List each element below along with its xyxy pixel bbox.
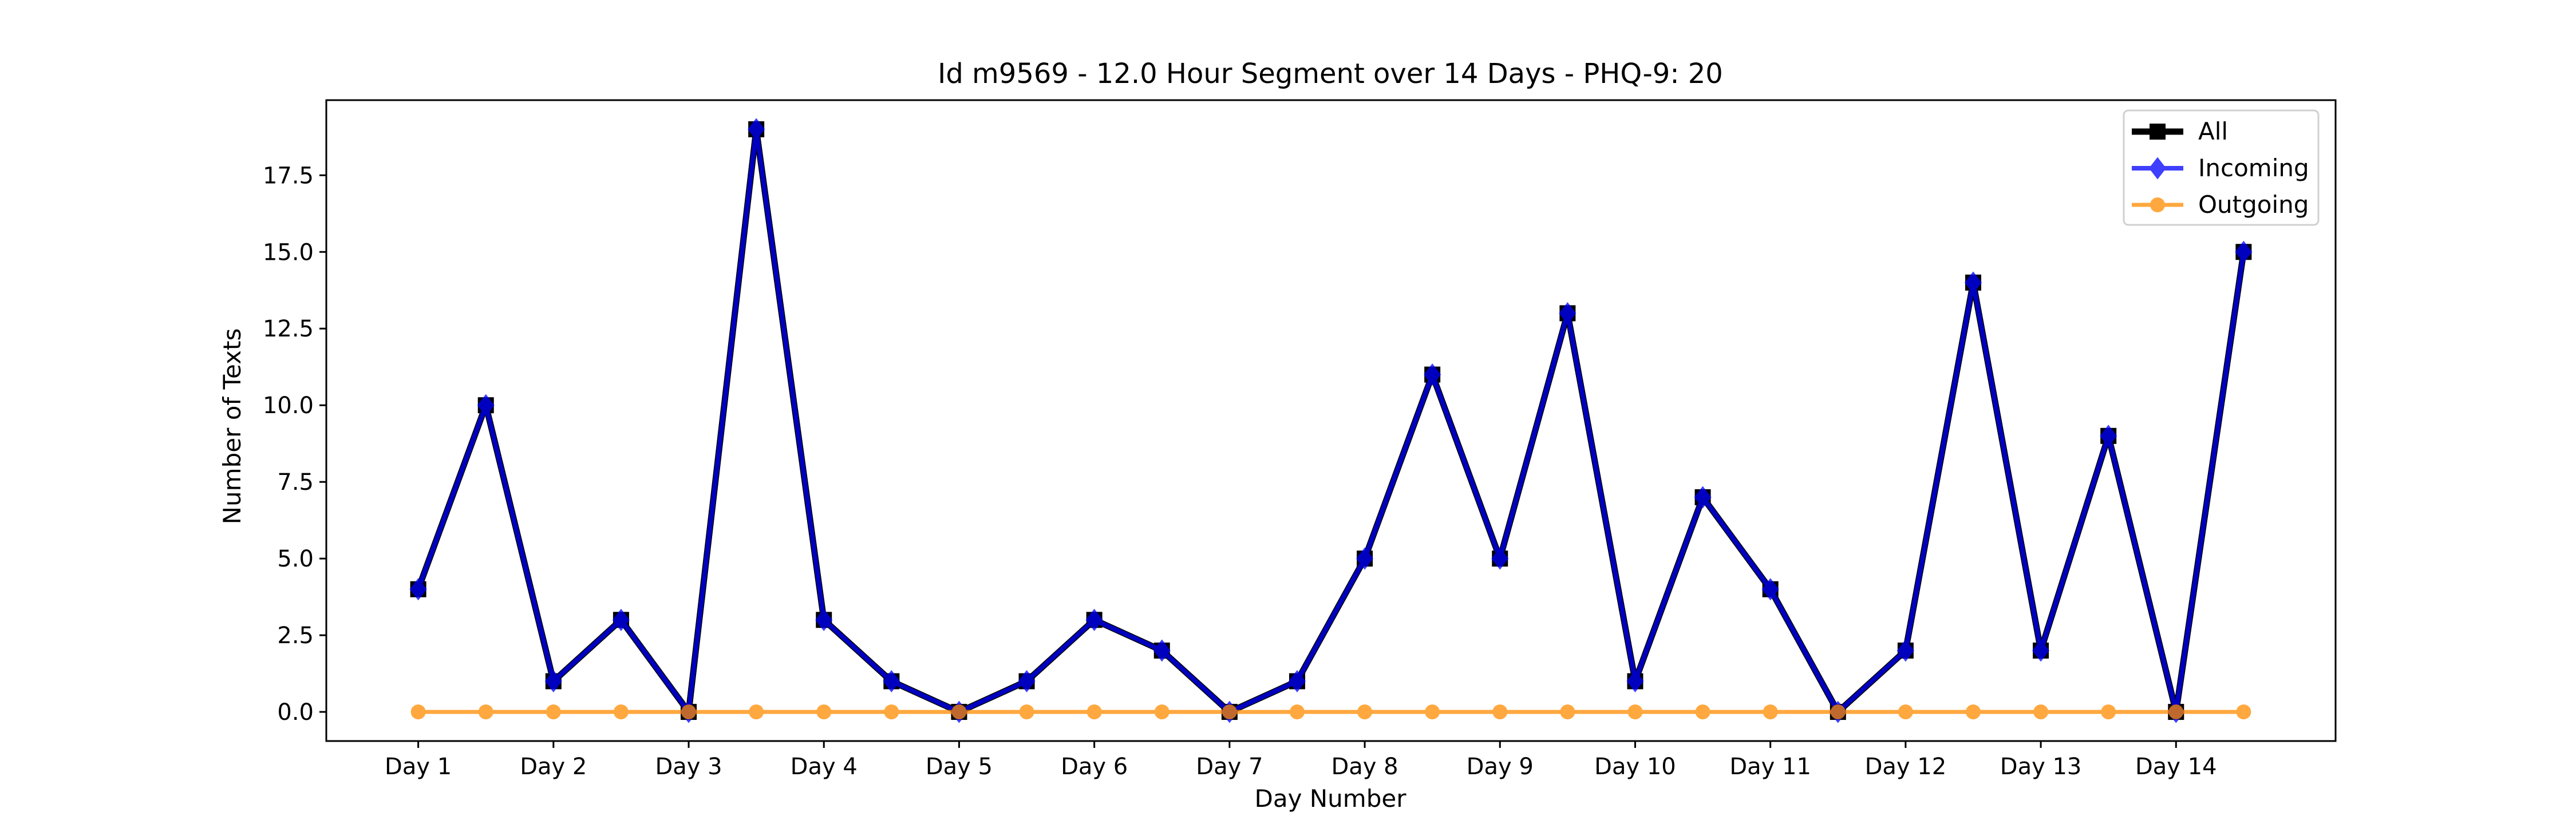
data-point <box>1761 578 1779 601</box>
data-point <box>1086 704 1102 720</box>
data-point <box>1965 704 1981 720</box>
data-point <box>1222 704 1237 720</box>
x-tick-label: Day 14 <box>2135 754 2217 780</box>
x-tick-label: Day 8 <box>1331 754 1398 780</box>
x-tick-label: Day 9 <box>1467 754 1534 780</box>
x-tick-label: Day 5 <box>926 754 993 780</box>
legend-label: All <box>2198 117 2228 145</box>
data-point <box>816 704 832 720</box>
data-point <box>1695 704 1710 720</box>
series-group <box>409 118 2253 723</box>
data-point <box>1626 670 1644 693</box>
data-point <box>544 670 562 693</box>
x-tick-label: Day 2 <box>520 754 587 780</box>
series-group <box>410 121 2252 720</box>
data-point <box>749 704 764 720</box>
x-tick-label: Day 1 <box>385 754 452 780</box>
y-tick-label: 7.5 <box>277 469 314 496</box>
data-point <box>951 704 967 720</box>
legend-marker <box>2150 197 2165 212</box>
x-axis-label: Day Number <box>1254 785 1406 813</box>
data-point <box>1288 670 1306 693</box>
data-point <box>815 608 833 631</box>
y-tick-label: 5.0 <box>277 546 314 572</box>
x-tick-label: Day 11 <box>1729 754 1811 780</box>
data-point <box>2168 704 2184 720</box>
data-point <box>1830 704 1846 720</box>
data-point <box>1424 363 1441 386</box>
y-axis-label: Number of Texts <box>218 328 246 525</box>
x-tick-label: Day 7 <box>1196 754 1263 780</box>
legend-label: Incoming <box>2198 154 2309 182</box>
data-point <box>1560 704 1575 720</box>
data-point <box>613 704 629 720</box>
data-point <box>1085 608 1103 631</box>
x-tick-label: Day 4 <box>791 754 858 780</box>
data-point <box>1627 704 1643 720</box>
data-point <box>2236 704 2251 720</box>
data-point <box>1964 271 1982 294</box>
data-point <box>1153 639 1171 662</box>
data-point <box>1018 670 1036 693</box>
chart-title: Id m9569 - 12.0 Hour Segment over 14 Day… <box>938 58 1723 90</box>
data-point <box>681 704 697 720</box>
x-tick-label: Day 6 <box>1061 754 1128 780</box>
y-tick-label: 12.5 <box>263 316 314 342</box>
data-point <box>612 608 630 631</box>
y-tick-label: 0.0 <box>277 699 314 726</box>
data-point <box>1019 704 1034 720</box>
x-tick-label: Day 13 <box>2000 754 2082 780</box>
series-group <box>410 704 2251 720</box>
data-point <box>884 704 899 720</box>
data-point <box>2033 704 2049 720</box>
x-tick-label: Day 3 <box>655 754 722 780</box>
data-point <box>883 670 900 693</box>
data-point <box>1694 486 1712 509</box>
legend-box <box>2123 109 2320 226</box>
legend-label: Outgoing <box>2198 191 2309 219</box>
data-point <box>1763 704 1778 720</box>
data-point <box>1154 704 1170 720</box>
data-point <box>478 704 493 720</box>
data-point <box>1559 302 1577 324</box>
axis-ticks: Day 1 Day 2 Day 3 Day 4 Day 5 Day 6 Day 7 Day 8… <box>263 163 2217 780</box>
y-tick-label: 10.0 <box>263 393 314 419</box>
data-point <box>409 578 427 601</box>
data-point <box>1897 639 1914 662</box>
data-point <box>477 394 495 417</box>
y-tick-label: 2.5 <box>277 623 314 649</box>
plot-frame <box>325 99 2337 742</box>
data-point <box>1898 704 1913 720</box>
data-point <box>748 118 765 141</box>
legend-marker <box>2150 124 2166 140</box>
y-tick-label: 17.5 <box>263 163 314 189</box>
data-point <box>410 704 426 720</box>
data-point <box>1491 547 1509 570</box>
data-point <box>1356 547 1374 570</box>
data-point <box>2032 639 2050 662</box>
data-point <box>1425 704 1440 720</box>
data-point <box>2235 240 2253 263</box>
legend: All Incoming Outgoing <box>2123 109 2320 226</box>
series-line <box>416 126 2246 715</box>
data-point <box>2101 704 2116 720</box>
data-point <box>1357 704 1373 720</box>
legend-entry <box>2132 197 2183 212</box>
series-layer <box>409 118 2253 723</box>
y-tick-label: 15.0 <box>263 239 314 266</box>
legend-entry <box>2132 124 2183 140</box>
x-tick-label: Day 12 <box>1865 754 1947 780</box>
legend-marker <box>2149 157 2166 180</box>
data-point <box>1492 704 1508 720</box>
data-point <box>2100 425 2117 447</box>
data-point <box>546 704 561 720</box>
data-point <box>1289 704 1305 720</box>
legend-entry <box>2132 157 2183 180</box>
x-tick-label: Day 10 <box>1594 754 1676 780</box>
